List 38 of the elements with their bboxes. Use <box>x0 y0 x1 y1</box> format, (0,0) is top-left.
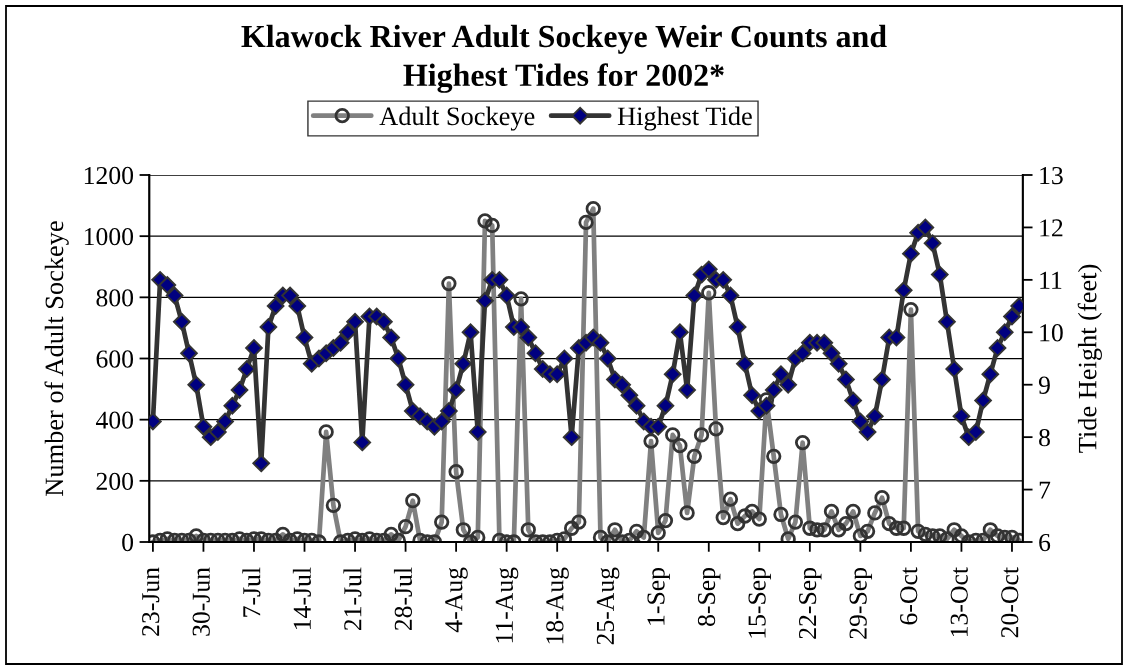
x-tick-label: 13-Oct <box>950 567 968 637</box>
legend-label: Highest Tide <box>617 106 752 131</box>
y2-tick-label: 10 <box>1040 324 1063 342</box>
y-axis-title: Number of Adult Sockeye <box>44 221 69 496</box>
y-tick-label: 600 <box>96 350 134 368</box>
x-tick-label: 23-Jun <box>142 567 160 636</box>
legend-label: Adult Sockeye <box>379 106 535 131</box>
y2-tick-label: 11 <box>1040 271 1062 289</box>
y2-tick-label: 8 <box>1039 428 1050 447</box>
y-tick-label: 0 <box>122 533 134 552</box>
chart-title: Klawock River Adult Sockeye Weir Counts and Highest Tides for 2002* <box>241 24 887 93</box>
x-tick-label: 25-Aug <box>596 567 620 645</box>
x-tick-label: 30-Jun <box>192 567 210 636</box>
x-tick-label: 6-Oct <box>900 567 918 625</box>
y2-tick-label: 12 <box>1040 219 1063 237</box>
y-tick-label: 400 <box>95 411 134 429</box>
x-tick-label: 28-Jul <box>393 567 413 631</box>
y-tick-label: 200 <box>96 472 134 490</box>
y-tick-label: 800 <box>96 289 134 307</box>
x-tick-label: 4-Aug <box>445 567 468 633</box>
x-tick-label: 21-Jul <box>343 567 362 631</box>
x-tick-label: 1-Sep <box>647 568 670 625</box>
x-tick-label: 15-Sep <box>748 568 771 638</box>
x-tick-label: 18-Aug <box>546 567 569 644</box>
y2-tick-label: 6 <box>1039 533 1051 552</box>
y2-tick-label: 13 <box>1040 166 1063 185</box>
x-tick-label: 8-Sep <box>697 568 721 626</box>
y-tick-label: 1000 <box>84 227 134 246</box>
x-tick-label: 14-Jul <box>292 567 311 629</box>
y-tick-label: 1200 <box>84 166 134 185</box>
x-tick-label: 22-Sep <box>799 568 822 639</box>
y2-tick-label: 7 <box>1039 481 1051 499</box>
y2-tick-label: 9 <box>1038 376 1050 394</box>
y2-axis-title: Tide Height (feet) <box>1077 264 1102 453</box>
x-tick-label: 20-Oct <box>1001 567 1019 638</box>
x-tick-label: 29-Sep <box>849 568 873 639</box>
x-tick-label: 11-Aug <box>495 567 519 643</box>
x-tick-label: 7-Jul <box>242 567 261 617</box>
